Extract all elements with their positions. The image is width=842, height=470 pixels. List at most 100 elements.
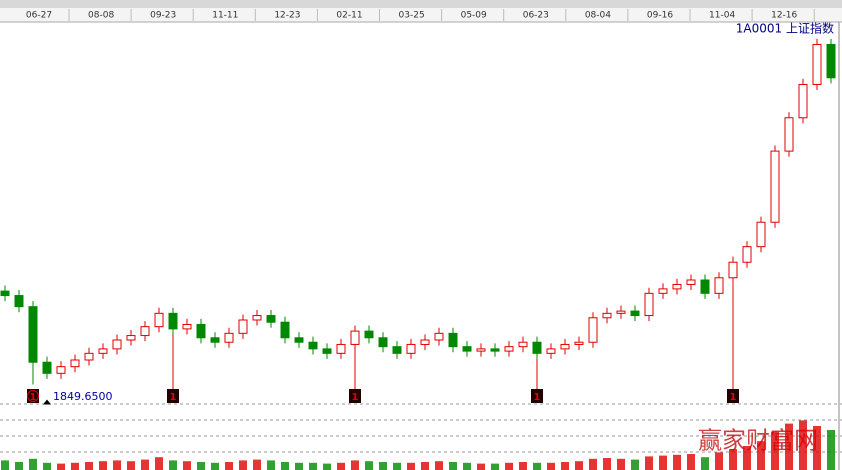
- volume-bar: [379, 462, 387, 470]
- volume-bar: [281, 462, 289, 470]
- candle-body: [14, 295, 24, 308]
- candle-body: [742, 246, 752, 263]
- volume-bar: [519, 462, 527, 470]
- volume-bar: [1, 460, 9, 470]
- date-label: 11-11: [212, 11, 238, 21]
- candle-body: [826, 43, 836, 79]
- marker-circle: [27, 390, 39, 402]
- date-label: 03-25: [399, 11, 425, 21]
- candle-body: [196, 323, 206, 339]
- candle-body: [560, 343, 570, 350]
- volume-bar: [113, 460, 121, 470]
- candle-body: [798, 83, 808, 119]
- candle-body: [476, 348, 486, 352]
- volume-bar: [253, 459, 261, 470]
- candle-body: [518, 341, 528, 348]
- volume-bar: [309, 462, 317, 470]
- candle-body: [308, 341, 318, 350]
- candle-body: [378, 337, 388, 348]
- volume-bar: [351, 460, 359, 470]
- candle-body: [602, 312, 612, 319]
- candle-body: [630, 310, 640, 317]
- candle-body: [28, 306, 38, 363]
- volume-bar: [659, 455, 667, 470]
- volume-bar: [785, 423, 793, 470]
- volume-bar: [155, 457, 163, 470]
- candle-body: [322, 348, 332, 354]
- candle-body: [462, 346, 472, 352]
- candle-body: [168, 312, 178, 330]
- marker-box: [349, 389, 361, 403]
- volume-bar: [645, 456, 653, 470]
- candle-body: [266, 315, 276, 323]
- candle-body: [546, 348, 556, 354]
- volume-bar: [729, 449, 737, 470]
- candle-body: [126, 335, 136, 341]
- date-label: 06-23: [523, 11, 549, 21]
- candle-body: [784, 117, 794, 152]
- volume-bar: [421, 462, 429, 470]
- candle-body: [490, 348, 500, 352]
- volume-bar: [407, 462, 415, 470]
- volume-bar: [323, 463, 331, 470]
- candle-body: [70, 359, 80, 368]
- candle-body: [294, 337, 304, 343]
- volume-bar: [197, 462, 205, 470]
- volume-bar: [393, 462, 401, 470]
- candle-body: [686, 279, 696, 285]
- date-label: 05-09: [461, 11, 487, 21]
- toolbar: [0, 0, 842, 8]
- volume-bar: [183, 461, 191, 470]
- candle-body: [224, 332, 234, 343]
- volume-bar: [15, 462, 23, 470]
- candle-body: [588, 317, 598, 343]
- volume-bar: [547, 462, 555, 470]
- volume-bar: [295, 462, 303, 470]
- marker-label: 1: [730, 392, 737, 403]
- candle-body: [812, 43, 822, 85]
- date-label: 12-16: [771, 11, 797, 21]
- volume-bar: [799, 420, 807, 470]
- date-label: 11-04: [709, 11, 735, 21]
- candle-body: [238, 319, 248, 334]
- date-label: 09-16: [647, 11, 673, 21]
- candle-body: [336, 343, 346, 354]
- volume-bar: [43, 462, 51, 470]
- date-bar: [0, 8, 842, 22]
- volume-bar: [715, 452, 723, 470]
- date-label: 06-27: [26, 11, 52, 21]
- volume-bar: [141, 459, 149, 470]
- candle-body: [714, 277, 724, 294]
- candle-body: [42, 361, 52, 374]
- marker-label: 1: [352, 392, 359, 403]
- volume-bar: [337, 462, 345, 470]
- volume-bar: [99, 461, 107, 470]
- candle-body: [406, 343, 416, 354]
- candle-body: [364, 330, 374, 339]
- candle-body: [252, 315, 262, 321]
- volume-bar: [491, 463, 499, 470]
- volume-bar: [85, 462, 93, 470]
- volume-bar: [813, 426, 821, 470]
- volume-bar: [505, 462, 513, 470]
- marker-box: [167, 389, 179, 403]
- volume-bar: [365, 461, 373, 470]
- candle-body: [434, 332, 444, 341]
- candle-body: [644, 292, 654, 317]
- marker-label: 1: [534, 392, 541, 403]
- volume-bar: [435, 461, 443, 470]
- volume-bar: [169, 460, 177, 470]
- volume-bar: [449, 462, 457, 470]
- candle-body: [658, 288, 668, 294]
- candle-body: [154, 312, 164, 328]
- candle-body: [0, 290, 10, 297]
- volume-bar: [673, 454, 681, 470]
- volume-bar: [687, 454, 695, 470]
- marker-box: [727, 389, 739, 403]
- candle-body: [350, 330, 360, 345]
- candle-body: [182, 323, 192, 330]
- candle-body: [98, 348, 108, 354]
- volume-bar: [211, 462, 219, 470]
- volume-bar: [617, 458, 625, 470]
- volume-bar: [463, 462, 471, 470]
